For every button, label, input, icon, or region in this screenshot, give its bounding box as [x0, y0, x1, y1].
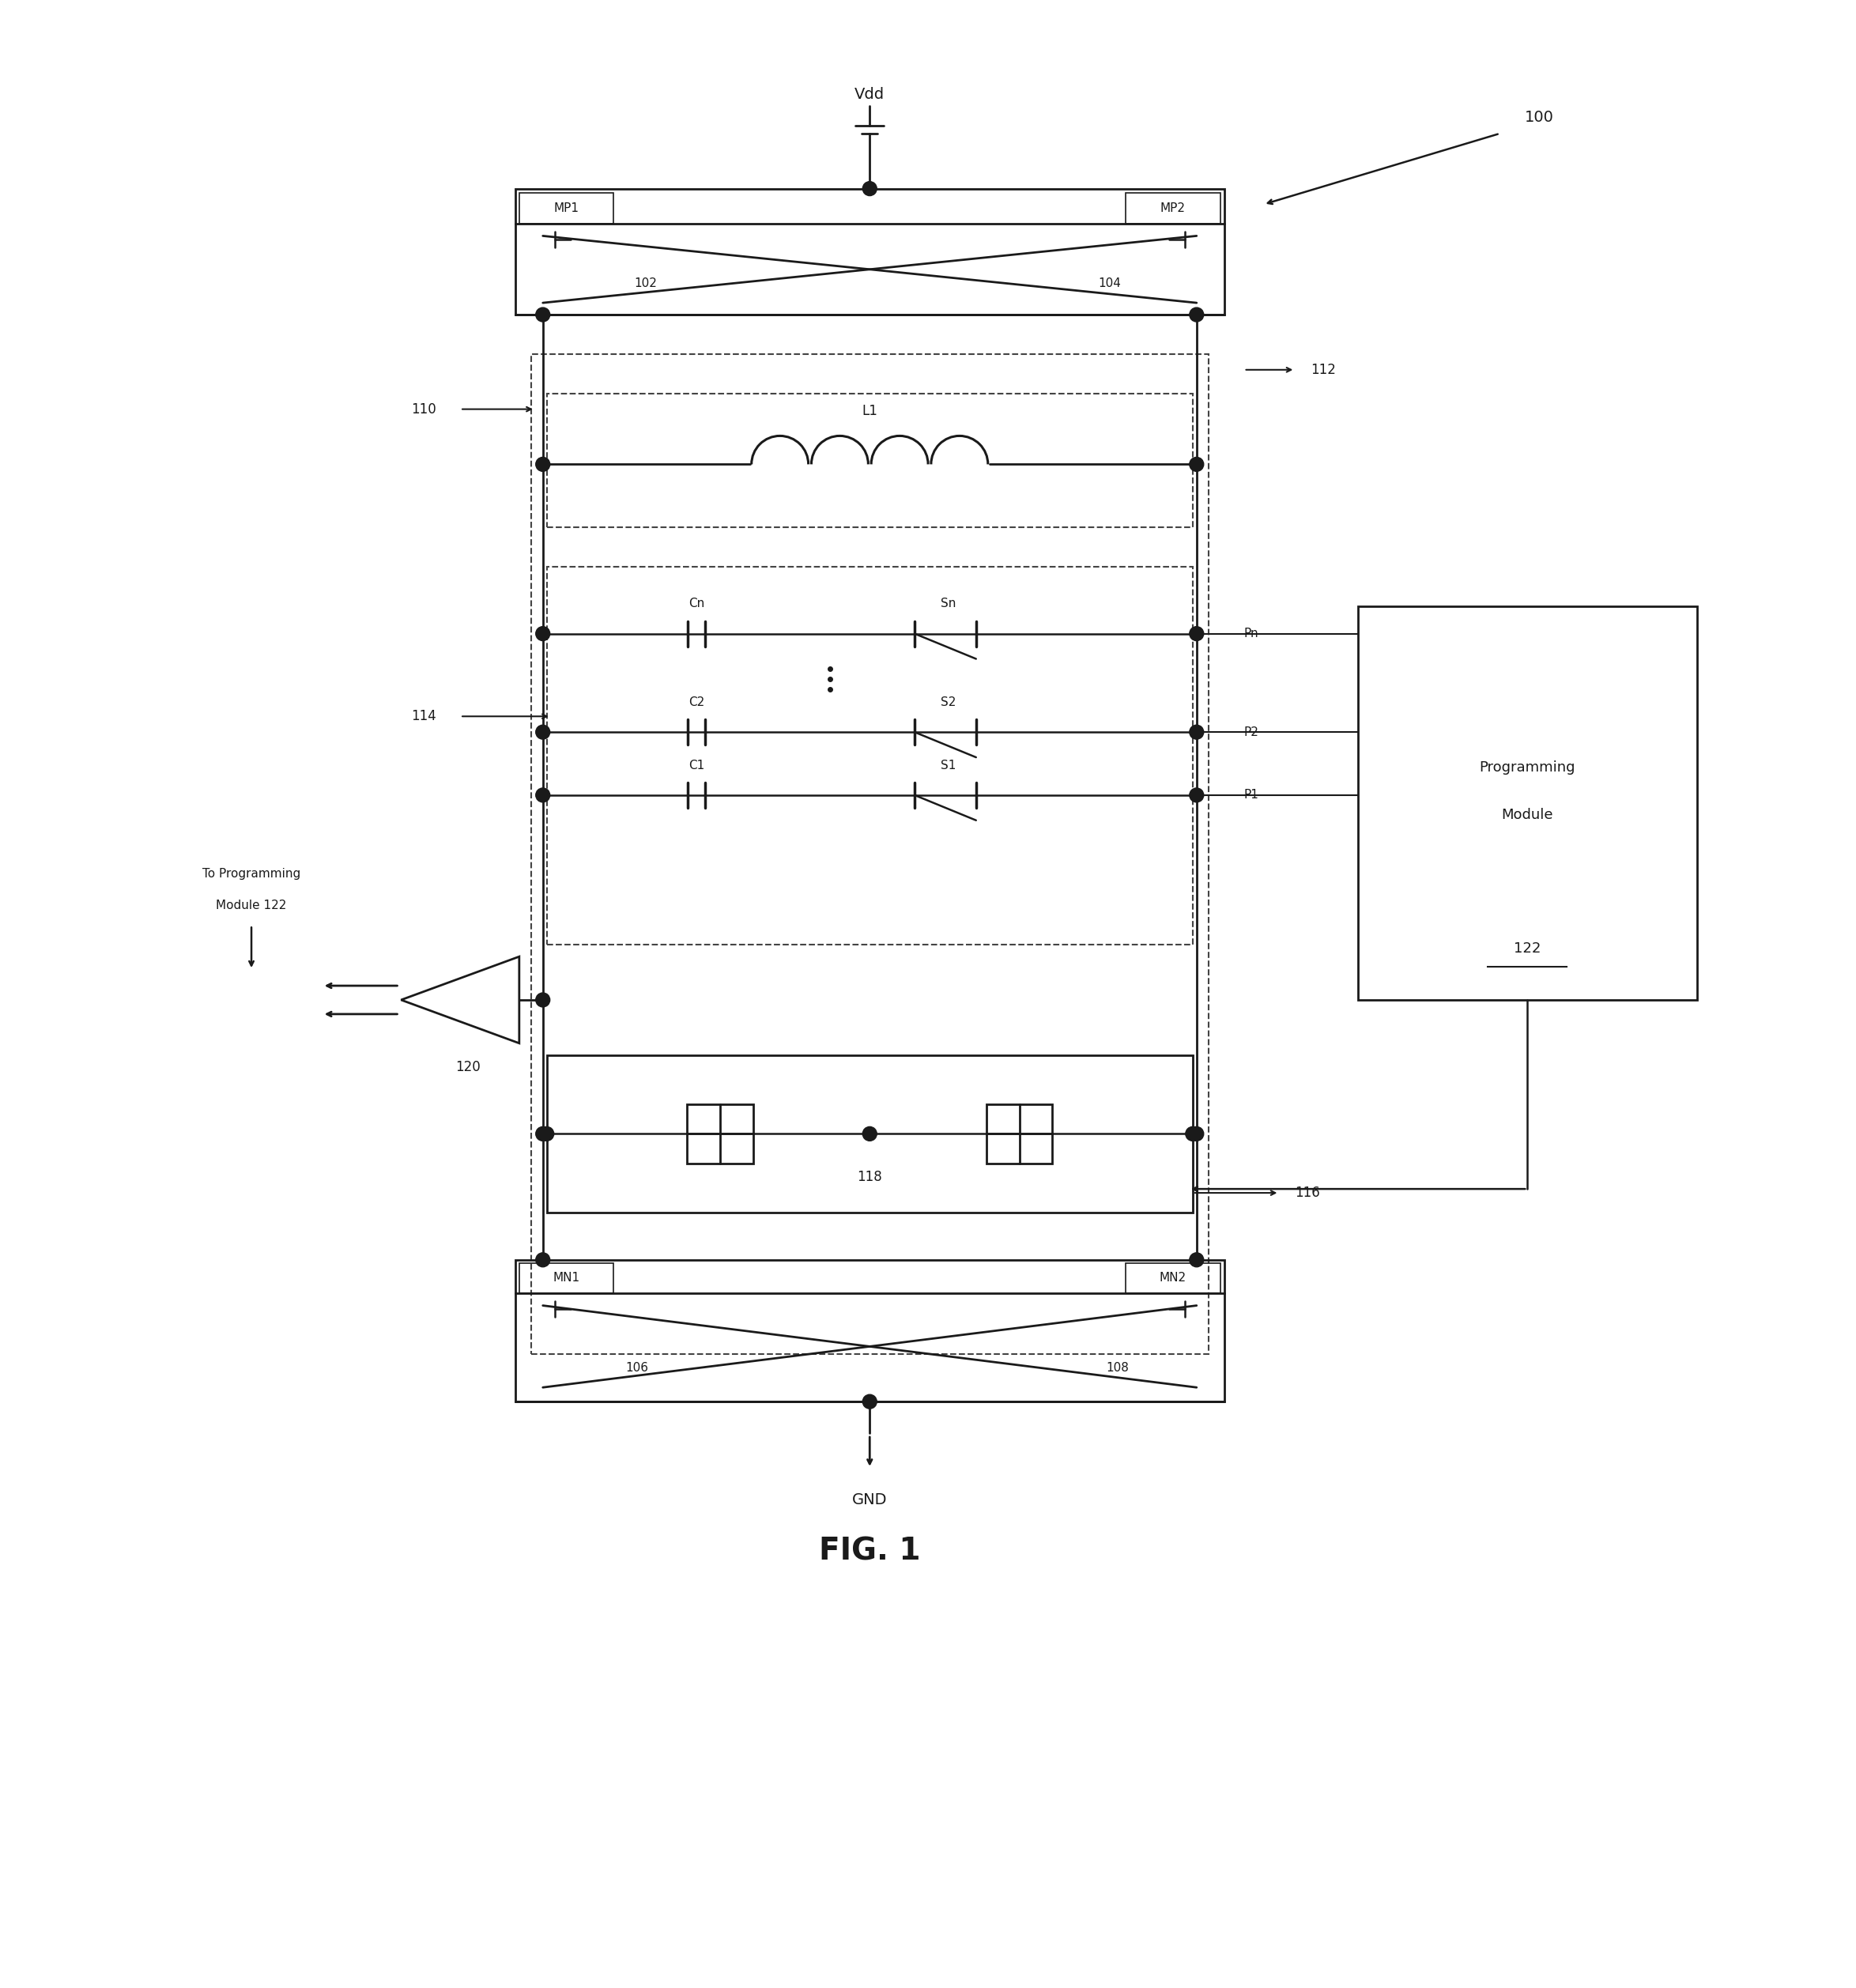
Bar	[986, 1103, 1052, 1163]
Bar	[687, 1103, 754, 1163]
Circle shape	[536, 457, 549, 471]
Text: MP1: MP1	[553, 203, 579, 215]
Text: Sn: Sn	[941, 598, 956, 610]
Text: To Programming: To Programming	[202, 869, 301, 881]
Text: S1: S1	[941, 759, 956, 771]
Circle shape	[863, 1127, 876, 1141]
Text: 118: 118	[857, 1171, 882, 1185]
Text: Module: Module	[1502, 807, 1553, 821]
Text: Pn: Pn	[1244, 628, 1258, 640]
Circle shape	[1190, 1127, 1205, 1141]
Circle shape	[536, 1252, 549, 1266]
Text: GND: GND	[852, 1493, 887, 1507]
Text: 108: 108	[1106, 1362, 1128, 1374]
Text: Module 122: Module 122	[215, 899, 286, 911]
Bar	[520, 1262, 614, 1292]
Circle shape	[1190, 1252, 1205, 1266]
Text: 102: 102	[633, 276, 657, 288]
Text: 122: 122	[1514, 942, 1540, 956]
Text: 110: 110	[412, 402, 436, 415]
Text: L1: L1	[861, 404, 878, 417]
Text: S2: S2	[941, 696, 956, 708]
Text: 114: 114	[412, 710, 436, 724]
Circle shape	[863, 1394, 876, 1409]
Text: 116: 116	[1295, 1185, 1320, 1201]
Bar	[520, 193, 614, 225]
Circle shape	[1190, 726, 1205, 740]
Circle shape	[1190, 308, 1205, 322]
Circle shape	[1190, 787, 1205, 803]
Circle shape	[863, 181, 876, 195]
Circle shape	[536, 626, 549, 640]
Text: 100: 100	[1524, 109, 1553, 125]
Circle shape	[1190, 626, 1205, 640]
Bar	[1359, 606, 1696, 1000]
Text: P2: P2	[1244, 726, 1258, 738]
Bar	[1127, 193, 1219, 225]
Text: 104: 104	[1099, 276, 1121, 288]
Bar	[516, 189, 1225, 314]
Text: MP2: MP2	[1160, 203, 1186, 215]
Text: P1: P1	[1244, 789, 1258, 801]
Text: MN1: MN1	[553, 1272, 579, 1284]
Text: Programming: Programming	[1479, 761, 1576, 775]
Bar	[516, 1260, 1225, 1402]
Text: 106: 106	[625, 1362, 650, 1374]
Bar	[548, 394, 1193, 527]
Circle shape	[540, 1127, 553, 1141]
Circle shape	[1190, 457, 1205, 471]
Bar	[531, 354, 1208, 1354]
Circle shape	[536, 787, 549, 803]
Text: C1: C1	[689, 759, 705, 771]
Bar	[548, 567, 1193, 944]
Text: 120: 120	[455, 1060, 481, 1074]
Circle shape	[536, 726, 549, 740]
Circle shape	[536, 1127, 549, 1141]
Text: FIG. 1: FIG. 1	[818, 1537, 921, 1567]
Text: Cn: Cn	[689, 598, 705, 610]
Circle shape	[1186, 1127, 1199, 1141]
Text: 112: 112	[1310, 362, 1336, 378]
Circle shape	[536, 992, 549, 1008]
Circle shape	[536, 308, 549, 322]
Text: Vdd: Vdd	[854, 87, 885, 101]
Bar	[548, 1056, 1193, 1213]
Text: C2: C2	[689, 696, 705, 708]
Text: MN2: MN2	[1160, 1272, 1186, 1284]
Bar	[1127, 1262, 1219, 1292]
